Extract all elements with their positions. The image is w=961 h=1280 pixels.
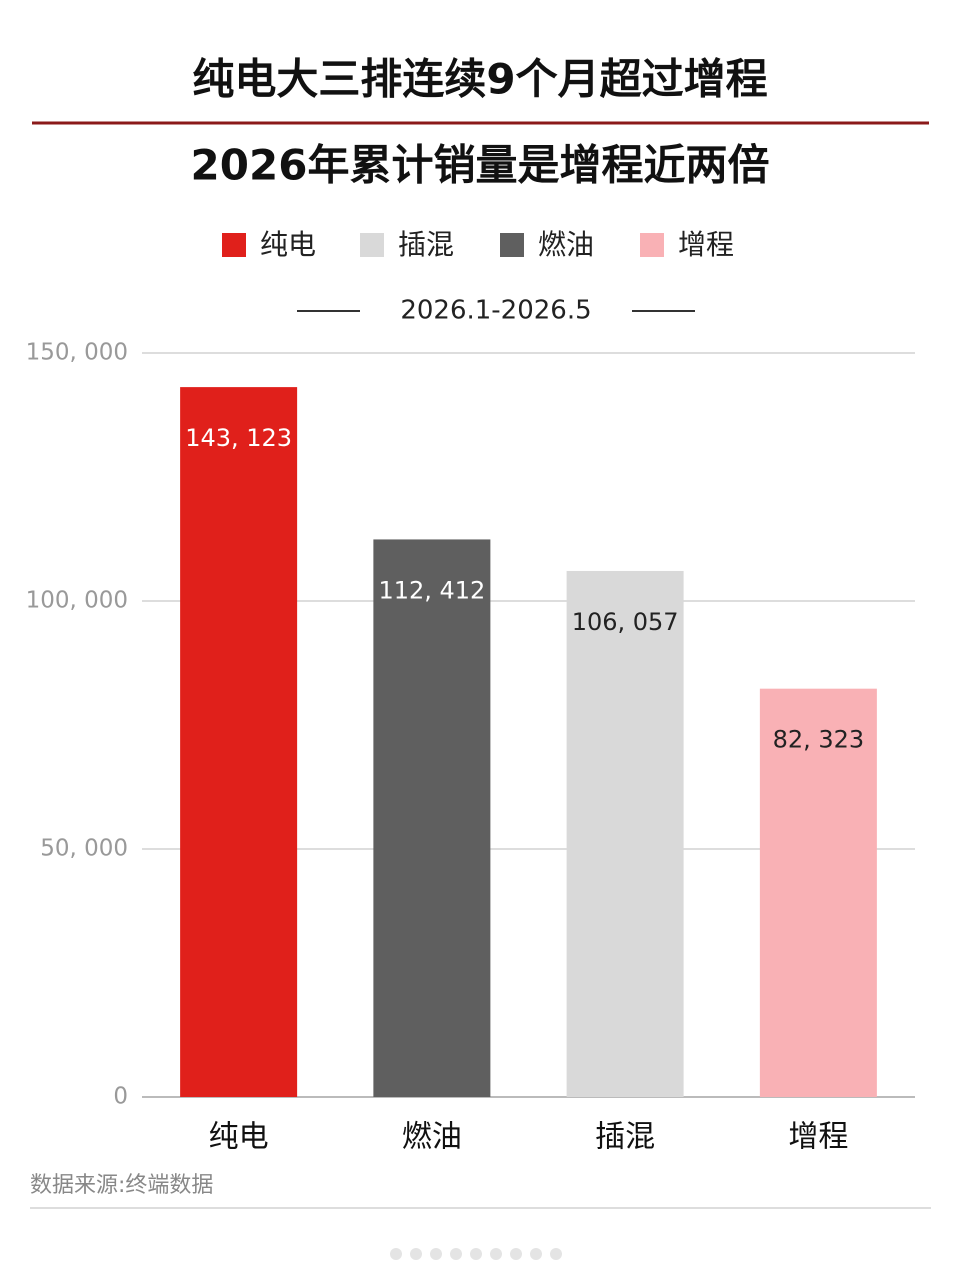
legend-label: 纯电 <box>260 228 316 261</box>
legend-label: 燃油 <box>538 228 594 261</box>
y-tick-label: 150, 000 <box>26 340 128 366</box>
chart-subtitle: 2026年累计销量是增程近两倍 <box>191 141 770 190</box>
x-tick-label: 燃油 <box>402 1120 462 1155</box>
x-tick-label: 插混 <box>595 1120 655 1155</box>
bar <box>373 539 491 1097</box>
value-label: 82, 323 <box>773 726 865 754</box>
value-label: 112, 412 <box>378 576 485 604</box>
legend-label: 增程 <box>678 228 734 261</box>
y-tick-label: 100, 000 <box>26 588 128 614</box>
y-tick-label: 50, 000 <box>40 836 128 862</box>
chart-title: 纯电大三排连续9个月超过增程 <box>192 55 767 104</box>
legend-label: 插混 <box>398 228 454 261</box>
legend-swatch <box>500 233 524 257</box>
value-label: 106, 057 <box>572 608 679 636</box>
x-tick-label: 增程 <box>788 1120 848 1155</box>
bar <box>566 570 684 1097</box>
legend-swatch <box>222 233 246 257</box>
legend-swatch <box>640 233 664 257</box>
x-tick-label: 纯电 <box>209 1120 269 1155</box>
source: 数据来源:终端数据 <box>30 1173 213 1198</box>
value-label: 143, 123 <box>185 424 292 452</box>
bar <box>180 387 298 1097</box>
period: 2026.1-2026.5 <box>400 296 591 326</box>
page-dots <box>390 1248 562 1260</box>
y-tick-label: 0 <box>113 1084 128 1110</box>
legend-swatch <box>360 233 384 257</box>
bar <box>759 688 877 1097</box>
